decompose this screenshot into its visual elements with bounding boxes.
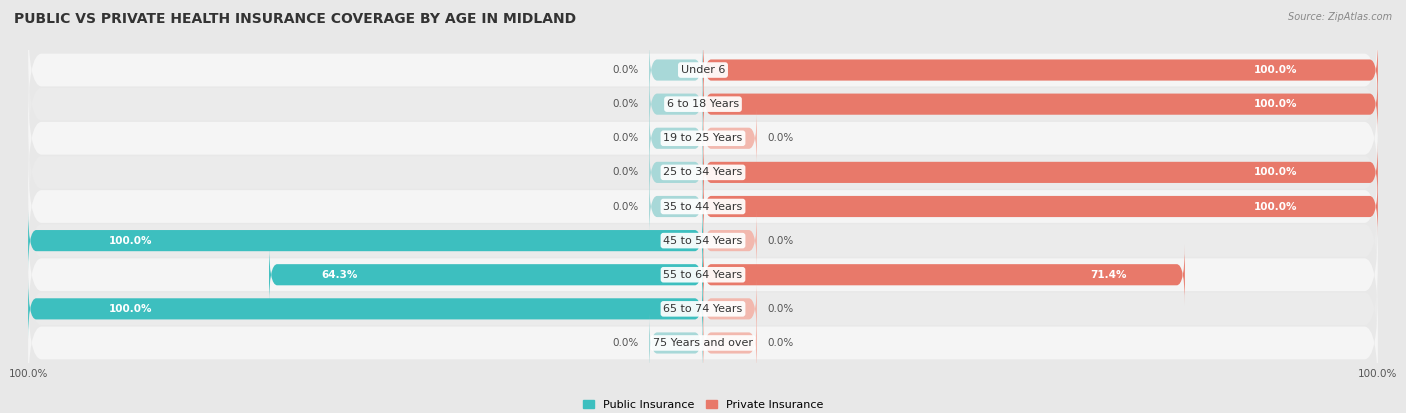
- Text: 0.0%: 0.0%: [613, 99, 638, 109]
- FancyBboxPatch shape: [703, 40, 1378, 100]
- Text: 100.0%: 100.0%: [1253, 167, 1296, 177]
- FancyBboxPatch shape: [269, 244, 703, 305]
- FancyBboxPatch shape: [703, 210, 756, 271]
- FancyBboxPatch shape: [650, 313, 703, 373]
- FancyBboxPatch shape: [28, 52, 1378, 156]
- FancyBboxPatch shape: [28, 121, 1378, 224]
- Text: 25 to 34 Years: 25 to 34 Years: [664, 167, 742, 177]
- Text: 0.0%: 0.0%: [613, 133, 638, 143]
- FancyBboxPatch shape: [703, 176, 1378, 237]
- Text: 0.0%: 0.0%: [768, 133, 793, 143]
- Text: 19 to 25 Years: 19 to 25 Years: [664, 133, 742, 143]
- Text: 0.0%: 0.0%: [613, 167, 638, 177]
- FancyBboxPatch shape: [650, 108, 703, 169]
- Text: Under 6: Under 6: [681, 65, 725, 75]
- Text: 0.0%: 0.0%: [613, 65, 638, 75]
- Text: 0.0%: 0.0%: [768, 304, 793, 314]
- FancyBboxPatch shape: [703, 244, 1185, 305]
- Text: 35 to 44 Years: 35 to 44 Years: [664, 202, 742, 211]
- FancyBboxPatch shape: [650, 40, 703, 100]
- Text: 100.0%: 100.0%: [1253, 202, 1296, 211]
- Text: Source: ZipAtlas.com: Source: ZipAtlas.com: [1288, 12, 1392, 22]
- FancyBboxPatch shape: [28, 257, 1378, 361]
- Text: 0.0%: 0.0%: [613, 202, 638, 211]
- FancyBboxPatch shape: [28, 223, 1378, 327]
- FancyBboxPatch shape: [28, 291, 1378, 395]
- FancyBboxPatch shape: [28, 210, 703, 271]
- FancyBboxPatch shape: [703, 278, 756, 339]
- Legend: Public Insurance, Private Insurance: Public Insurance, Private Insurance: [579, 395, 827, 413]
- Text: 100.0%: 100.0%: [1253, 65, 1296, 75]
- FancyBboxPatch shape: [650, 176, 703, 237]
- FancyBboxPatch shape: [28, 18, 1378, 122]
- FancyBboxPatch shape: [703, 313, 756, 373]
- FancyBboxPatch shape: [28, 189, 1378, 292]
- Text: 55 to 64 Years: 55 to 64 Years: [664, 270, 742, 280]
- FancyBboxPatch shape: [650, 142, 703, 203]
- Text: 0.0%: 0.0%: [613, 338, 638, 348]
- Text: 100.0%: 100.0%: [110, 304, 153, 314]
- FancyBboxPatch shape: [28, 278, 703, 339]
- FancyBboxPatch shape: [703, 108, 756, 169]
- FancyBboxPatch shape: [703, 142, 1378, 203]
- Text: 64.3%: 64.3%: [321, 270, 357, 280]
- Text: 100.0%: 100.0%: [110, 236, 153, 246]
- Text: PUBLIC VS PRIVATE HEALTH INSURANCE COVERAGE BY AGE IN MIDLAND: PUBLIC VS PRIVATE HEALTH INSURANCE COVER…: [14, 12, 576, 26]
- Text: 0.0%: 0.0%: [768, 338, 793, 348]
- Text: 0.0%: 0.0%: [768, 236, 793, 246]
- FancyBboxPatch shape: [28, 86, 1378, 190]
- Text: 75 Years and over: 75 Years and over: [652, 338, 754, 348]
- Text: 100.0%: 100.0%: [1253, 99, 1296, 109]
- Text: 65 to 74 Years: 65 to 74 Years: [664, 304, 742, 314]
- Text: 6 to 18 Years: 6 to 18 Years: [666, 99, 740, 109]
- FancyBboxPatch shape: [28, 154, 1378, 259]
- FancyBboxPatch shape: [703, 74, 1378, 135]
- FancyBboxPatch shape: [650, 74, 703, 135]
- Text: 45 to 54 Years: 45 to 54 Years: [664, 236, 742, 246]
- Text: 71.4%: 71.4%: [1091, 270, 1128, 280]
